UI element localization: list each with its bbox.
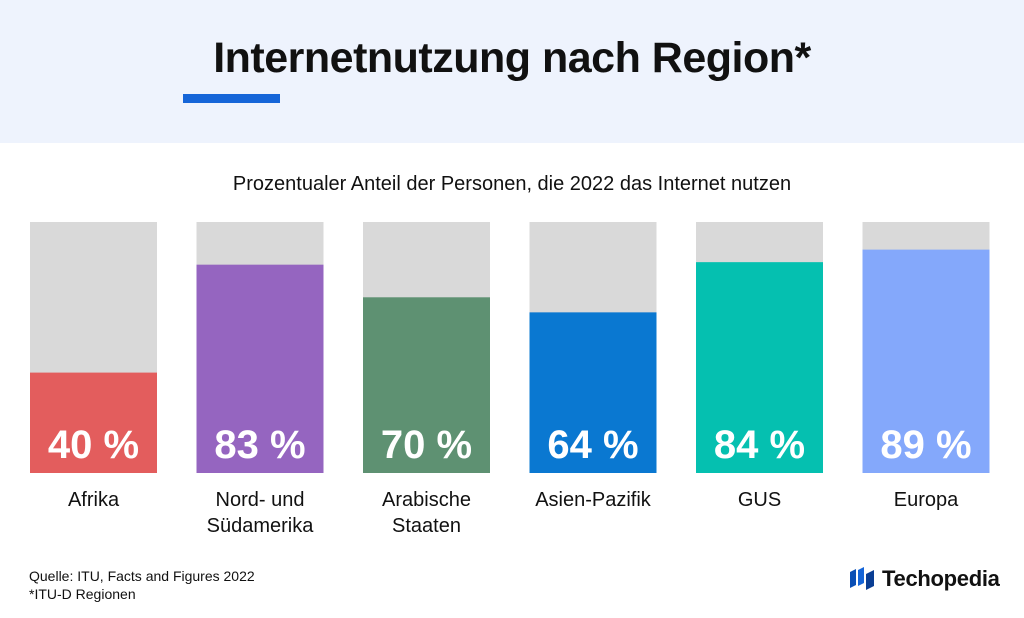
bar-nord-und-südamerika [196,264,324,473]
source-text: Quelle: ITU, Facts and Figures 2022 [29,568,255,584]
value-label-asien-pazifik: 64 % [547,423,638,467]
category-label-afrika: Afrika [14,487,174,513]
category-label-nord-und-südamerika: Nord- und Südamerika [180,487,340,539]
category-label-arabische-staaten: Arabische Staaten [347,487,507,539]
region-footnote: *ITU-D Regionen [29,586,136,602]
chart-subtitle: Prozentualer Anteil der Personen, die 20… [232,173,792,195]
category-label-line: Europa [893,489,959,511]
value-label-europa: 89 % [880,423,971,467]
category-label-line: Afrika [67,489,120,511]
category-label-line: Südamerika [206,515,314,537]
source-note: Quelle: ITU, Facts and Figures 2022 *ITU… [29,567,255,603]
category-label-asien-pazifik: Asien-Pazifik [513,487,673,513]
category-label-line: GUS [737,489,782,511]
category-label-line: Asien-Pazifik [535,489,651,511]
value-label-afrika: 40 % [48,423,139,467]
value-label-gus: 84 % [714,423,805,467]
value-label-arabische-staaten: 70 % [381,423,472,467]
category-label-line: Arabische [382,489,471,511]
bar-gus [696,262,823,473]
value-label-nord-und-südamerika: 83 % [214,423,305,467]
title-underline [183,94,280,103]
category-label-europa: Europa [846,487,1006,513]
brand-name: Techopedia [882,566,1000,591]
header-banner [0,0,1024,143]
bar-europa [862,249,990,473]
bar-afrika [30,372,157,473]
techopedia-logo-icon [850,567,874,590]
category-label-line: Staaten [392,515,461,537]
bar-arabische-staaten [363,297,490,473]
brand-logo: Techopedia [848,566,1000,592]
bar-asien-pazifik [529,312,657,473]
chart-title: Internetnutzung nach Region* [213,34,811,82]
category-label-line: Nord- und [215,489,305,511]
category-label-gus: GUS [680,487,840,513]
